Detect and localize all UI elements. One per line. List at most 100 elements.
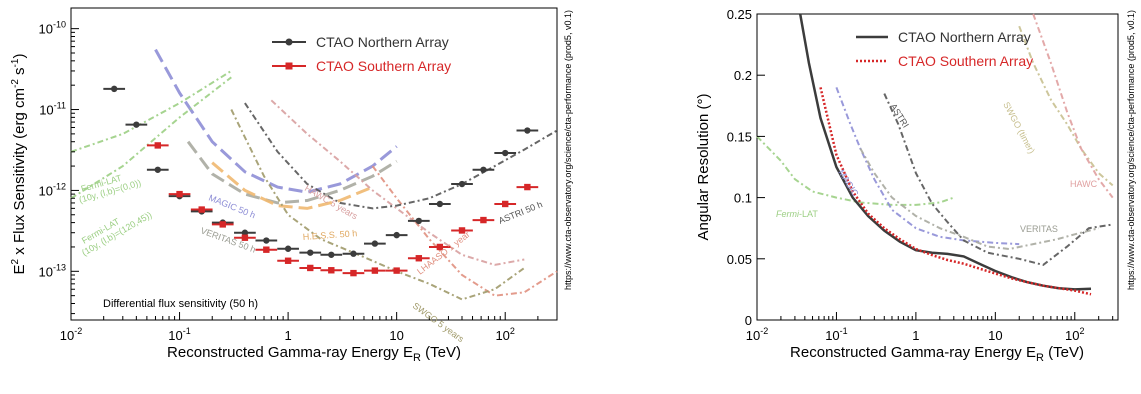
right-xtick-label: 10-1	[825, 326, 847, 343]
left-legend-north-label: CTAO Northern Array	[316, 34, 449, 50]
left-xtick-label: 10-1	[168, 326, 190, 343]
left-ref-curve-4	[371, 165, 558, 297]
left-point-north	[415, 217, 423, 225]
right-ref-curve-5	[1032, 13, 1114, 199]
left-point-south	[307, 264, 314, 272]
left-legend-south-label: CTAO Southern Array	[316, 58, 451, 74]
right-x-axis-label: Reconstructed Gamma-ray Energy ER (TeV)	[790, 344, 1084, 364]
left-point-north	[480, 166, 487, 173]
right-x-ticks: 10-2 10-1 1 10 102	[746, 312, 1114, 343]
ann-hawc: HAWC 5 years	[303, 183, 360, 221]
rann-magic: MAGIC	[836, 168, 860, 199]
left-point-south	[154, 142, 161, 149]
left-point-south	[415, 255, 423, 262]
rann-swgo: SWGO (timer)	[1001, 100, 1037, 155]
right-ref-curve-0	[756, 135, 955, 206]
rann-hawc: HAWC	[1070, 179, 1098, 189]
right-ytick-label: 0	[745, 313, 752, 328]
left-point-south	[219, 221, 226, 228]
right-ref-curve-1	[835, 87, 1020, 246]
right-series-group	[798, 13, 1092, 296]
left-point-south	[524, 183, 531, 191]
right-ytick-label: 0.25	[727, 7, 752, 22]
left-point-south	[198, 206, 205, 213]
left-note: Differential flux sensitivity (50 h)	[103, 298, 258, 310]
left-ref-curve-7	[70, 70, 232, 153]
left-side-label: https://www.cta-observatory.org/science/…	[563, 10, 573, 290]
right-curve-annotations: Fermi-LAT MAGIC VERITAS ASTRI SWGO (time…	[776, 100, 1098, 234]
left-point-south	[371, 267, 379, 274]
right-legend-south-label: CTAO Southern Array	[898, 53, 1033, 69]
ann-swgo: SWGO 5 years	[411, 301, 466, 345]
left-point-north	[350, 250, 357, 257]
left-point-north	[241, 229, 249, 236]
ann-lhaaso: LHAASO 1 year	[415, 229, 472, 276]
right-side-label: https://www.cta-observatory.org/science/…	[1126, 10, 1136, 290]
left-point-north	[436, 200, 444, 208]
left-series-group	[103, 85, 539, 277]
right-xtick-label: 102	[1065, 326, 1084, 343]
left-ref-curve-2	[211, 161, 374, 210]
left-point-north	[371, 240, 379, 247]
right-ytick-label: 0.05	[727, 252, 752, 267]
left-x-ticks: 10-2 10-1 1 10 102	[60, 312, 558, 343]
left-xtick-label: 102	[495, 326, 514, 343]
right-y-axis-label: Angular Resolution (°)	[695, 94, 712, 241]
right-y-ticks: 0 0.05 0.1 0.15 0.2 0.25	[727, 7, 765, 328]
left-ref-curve-5	[230, 109, 525, 301]
left-point-south	[502, 200, 509, 208]
left-ytick-label: 10-10	[39, 20, 66, 37]
left-point-north	[284, 245, 292, 252]
right-xtick-label: 1	[912, 328, 919, 343]
left-point-south	[436, 243, 444, 251]
rann-veritas: VERITAS	[1020, 224, 1058, 234]
left-point-north	[154, 166, 161, 173]
right-legend-north-label: CTAO Northern Array	[898, 29, 1031, 45]
left-reference-curves	[70, 48, 558, 301]
rann-fermi: Fermi-LAT	[776, 209, 818, 219]
right-xtick-label: 10	[988, 328, 1002, 343]
left-xtick-label: 1	[284, 328, 291, 343]
left-xtick-label: 10	[389, 328, 403, 343]
left-y-ticks: 10-13 10-12 10-11 10-10	[39, 20, 79, 315]
left-point-south	[328, 267, 335, 274]
left-point-north	[328, 251, 335, 258]
right-ytick-label: 0.2	[734, 68, 752, 83]
left-point-south	[393, 267, 400, 274]
left-x-axis-label: Reconstructed Gamma-ray Energy ER (TeV)	[167, 344, 461, 364]
left-legend-south-marker	[285, 62, 293, 70]
right-series-line-1	[819, 87, 1092, 296]
left-xtick-label: 10-2	[60, 326, 82, 343]
left-point-north	[393, 231, 400, 239]
right-ytick-label: 0.1	[734, 191, 752, 206]
right-reference-curves	[756, 13, 1114, 266]
left-legend: CTAO Northern Array CTAO Southern Array	[272, 34, 451, 74]
left-point-north	[307, 249, 314, 256]
right-ref-curve-3	[883, 93, 1113, 266]
left-point-south	[284, 257, 292, 264]
left-ref-curve-8	[70, 76, 232, 200]
left-point-north	[133, 121, 140, 128]
right-ref-curve-4	[1018, 25, 1114, 187]
left-point-north	[458, 180, 466, 188]
left-point-south	[176, 190, 183, 198]
left-point-north	[524, 127, 531, 134]
right-legend: CTAO Northern Array CTAO Southern Array	[856, 29, 1033, 69]
left-point-south	[263, 246, 270, 253]
left-point-south	[241, 234, 249, 241]
left-point-south	[480, 216, 487, 224]
right-xtick-label: 10-2	[746, 326, 768, 343]
right-plot-frame	[756, 13, 1119, 321]
angular-resolution-chart: 10-2 10-1 1 10 102 0 0.05 0.1 0.15 0.2 0.25 Recon…	[695, 7, 1136, 364]
left-ytick-label: 10-11	[39, 101, 66, 118]
left-plot-frame	[70, 7, 558, 321]
left-point-north	[110, 85, 118, 93]
left-ref-curve-6	[244, 102, 558, 210]
ann-hess: H.E.S.S. 50 h	[302, 228, 357, 242]
left-ytick-label: 10-13	[39, 262, 66, 279]
left-point-south	[458, 227, 466, 234]
right-ytick-label: 0.15	[727, 129, 752, 144]
left-y-axis-label: E2 x Flux Sensitivity (erg cm-2 s-1)	[10, 54, 28, 275]
